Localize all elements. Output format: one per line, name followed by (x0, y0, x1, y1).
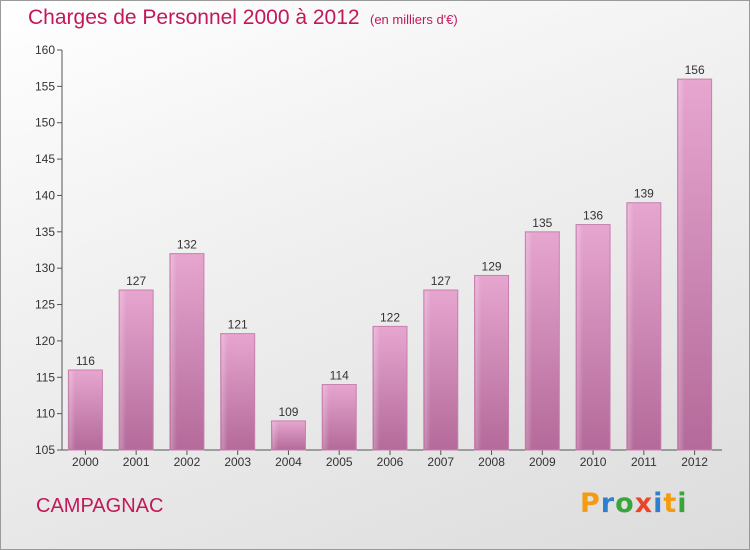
bar-highlight (374, 327, 380, 449)
x-tick-label: 2011 (631, 455, 657, 469)
bar-highlight (526, 232, 533, 449)
logo-letter: P (580, 488, 601, 519)
y-tick-label: 110 (36, 407, 55, 421)
bar-highlight (323, 385, 330, 449)
x-tick-label: 2000 (72, 455, 99, 469)
bar-highlight (678, 80, 685, 449)
data-label: 136 (583, 209, 603, 223)
logo-letter: i (653, 488, 664, 519)
bar-highlight (577, 225, 584, 449)
bar-highlight (424, 291, 431, 449)
y-tick-label: 135 (35, 225, 55, 239)
bar-highlight (272, 421, 279, 449)
y-tick-label: 150 (35, 116, 55, 130)
x-tick-label: 2012 (681, 455, 708, 469)
y-tick-label: 120 (35, 334, 55, 348)
data-label: 132 (177, 238, 197, 252)
logo-letter: o (615, 488, 635, 519)
y-tick-label: 115 (36, 370, 55, 384)
bar-highlight (221, 334, 228, 449)
y-tick-label: 125 (35, 298, 55, 312)
data-label: 139 (634, 187, 654, 201)
x-tick-label: 2007 (427, 455, 454, 469)
y-tick-label: 160 (35, 43, 55, 57)
data-label: 122 (380, 310, 400, 324)
data-label: 129 (482, 259, 502, 273)
commune-name: CAMPAGNAC (36, 495, 164, 517)
data-label: 116 (76, 354, 95, 368)
bar-highlight (475, 276, 482, 449)
data-label: 114 (330, 369, 349, 383)
bar-highlight (120, 291, 127, 449)
bars: 116 127 132 121 109 114 122 127 129 135 136 139 156 (67, 63, 713, 451)
logo-letter: x (634, 488, 654, 519)
logo-letter: i (677, 488, 688, 519)
bar-highlight (170, 254, 177, 449)
x-tick-label: 2009 (529, 455, 556, 469)
data-label: 156 (685, 63, 705, 77)
y-tick-label: 145 (35, 152, 55, 166)
data-label: 109 (278, 405, 298, 419)
data-label: 135 (532, 216, 552, 230)
data-label: 127 (431, 274, 451, 288)
logo-letter: t (663, 488, 678, 519)
bar-highlight (627, 203, 634, 449)
y-tick-label: 140 (35, 188, 55, 202)
bar-highlight (69, 371, 76, 449)
y-tick-label: 155 (35, 79, 55, 93)
x-tick-label: 2002 (174, 455, 201, 469)
chart-title: Charges de Personnel 2000 à 2012 (28, 6, 360, 29)
logo-letter: r (600, 488, 616, 519)
y-tick-label: 105 (35, 443, 55, 457)
x-tick-label: 2006 (377, 455, 404, 469)
x-tick-label: 2003 (224, 455, 251, 469)
proxiti-logo: Proxiti (580, 488, 688, 519)
data-label: 127 (126, 274, 146, 288)
x-tick-label: 2004 (275, 455, 302, 469)
y-tick-label: 130 (35, 261, 55, 275)
x-tick-label: 2010 (580, 455, 607, 469)
x-tick-label: 2001 (123, 455, 150, 469)
axes: 105 110 115 120 125 130 135 140 145 150 155 160 2000… (35, 43, 722, 469)
x-tick-label: 2005 (326, 455, 353, 469)
x-tick-label: 2008 (478, 455, 505, 469)
chart-subtitle: (en milliers d'€) (370, 12, 458, 27)
data-label: 121 (228, 318, 248, 332)
